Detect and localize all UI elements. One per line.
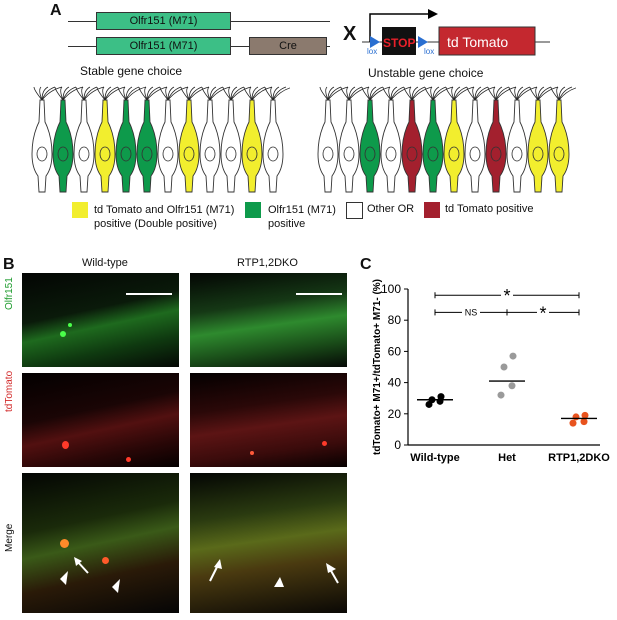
cre-box: Cre: [249, 37, 327, 55]
neuron-cell: [317, 86, 349, 193]
neuron-cell: [115, 86, 147, 193]
row-label-merge: Merge: [4, 523, 15, 552]
wt-merge-arrows: [60, 557, 120, 593]
tdtomato-label: td Tomato: [447, 34, 509, 50]
x-tick-label: Het: [498, 452, 516, 464]
micrograph-ko-olfr151: [190, 273, 347, 367]
row-label-olfr151: Olfr151: [4, 277, 15, 310]
unstable-gene-choice-title: Unstable gene choice: [368, 66, 484, 80]
legend-label-tdtomato: td Tomato positive: [445, 203, 534, 215]
data-point: [581, 411, 589, 419]
legend-swatch-other-or: [346, 202, 363, 219]
micrograph-ko-merge: [190, 473, 347, 613]
micrograph-wt-merge: [22, 473, 179, 613]
scale-bar: [126, 293, 172, 295]
legend-label-olfr151: Olfr151 (M71) positive: [268, 204, 336, 230]
scatter-chart: 0 20 40 60 80 100 Wild-type Het RTP1,2DKO tdTomat…: [372, 279, 610, 464]
olfr151-gene-box-1: Olfr151 (M71): [96, 12, 231, 30]
panel-b-letter: B: [3, 256, 15, 273]
neuron-cell: [443, 86, 475, 193]
legend-label-double-positive: td Tomato and Olfr151 (M71) positive (Do…: [94, 204, 235, 230]
scale-bar: [296, 293, 342, 295]
micrograph-ko-tdtomato: [190, 373, 347, 467]
olfr151-gene-box-2: Olfr151 (M71): [96, 37, 231, 55]
neuron-cell: [359, 86, 391, 193]
significance-label: *: [503, 286, 510, 306]
x-tick-label: Wild-type: [410, 452, 459, 464]
neuron-cell: [527, 86, 559, 193]
row-label-tdtomato: tdTomato: [4, 370, 15, 412]
neuron-cell: [262, 86, 290, 193]
legend-swatch-olfr151: [245, 202, 261, 218]
neuron-cell: [338, 86, 370, 193]
neuron-cell: [548, 86, 576, 193]
neuron-cell: [178, 86, 210, 193]
lox-label-1: lox: [367, 47, 378, 56]
ko-merge-arrows: [209, 559, 339, 587]
neuron-cell: [94, 86, 126, 193]
neuron-cell: [73, 86, 105, 193]
data-point: [437, 393, 445, 401]
y-tick-label: 0: [394, 438, 401, 452]
stop-label: STOP: [383, 36, 416, 50]
data-point: [500, 363, 508, 371]
data-point: [580, 418, 588, 426]
y-tick-label: 100: [381, 282, 401, 296]
micrograph-wt-tdtomato: [22, 373, 179, 467]
panel-c-letter: C: [360, 256, 372, 273]
neuron-cell: [241, 86, 273, 193]
column-label-wild-type: Wild-type: [82, 257, 128, 269]
y-tick-label: 80: [388, 313, 402, 327]
neuron-cell: [220, 86, 252, 193]
neuron-cell: [506, 86, 538, 193]
y-tick-label: 20: [388, 407, 402, 421]
data-point: [572, 413, 580, 421]
neuron-cell: [31, 86, 63, 193]
lox-triangle-2: [418, 36, 428, 48]
neuron-cell: [464, 86, 496, 193]
significance-label: *: [539, 303, 546, 323]
neuron-cell: [52, 86, 84, 193]
micrograph-wt-olfr151: [22, 273, 179, 367]
panel-a-letter: A: [50, 2, 62, 19]
data-point: [569, 419, 577, 427]
data-point: [509, 352, 517, 360]
significance-label: NS: [465, 307, 478, 317]
neuron-cell: [199, 86, 231, 193]
unstable-cell-diagram: [317, 86, 576, 193]
neuron-cell: [380, 86, 412, 193]
neuron-cell: [485, 86, 517, 193]
y-tick-label: 60: [388, 344, 402, 358]
data-point: [497, 391, 505, 399]
legend-swatch-double-positive: [72, 202, 88, 218]
stable-gene-choice-title: Stable gene choice: [80, 64, 183, 78]
y-tick-label: 40: [388, 376, 402, 390]
legend-label-other-or: Other OR: [367, 203, 415, 215]
x-tick-label: RTP1,2DKO: [548, 452, 610, 464]
neuron-cell: [422, 86, 454, 193]
lox-label-2: lox: [424, 47, 435, 56]
y-axis-label: tdTomato+ M71+/tdTomato+ M71- (%): [372, 279, 383, 455]
data-point: [508, 382, 516, 390]
cross-symbol: X: [343, 23, 357, 45]
neuron-cell: [157, 86, 189, 193]
lox-triangle-1: [370, 36, 380, 48]
neuron-cell: [136, 86, 168, 193]
neuron-cell: [401, 86, 433, 193]
legend-swatch-tdtomato: [424, 202, 440, 218]
column-label-rtp12dko: RTP1,2DKO: [237, 257, 298, 269]
reporter-construct: [362, 9, 550, 56]
stable-cell-diagram: [31, 86, 290, 193]
